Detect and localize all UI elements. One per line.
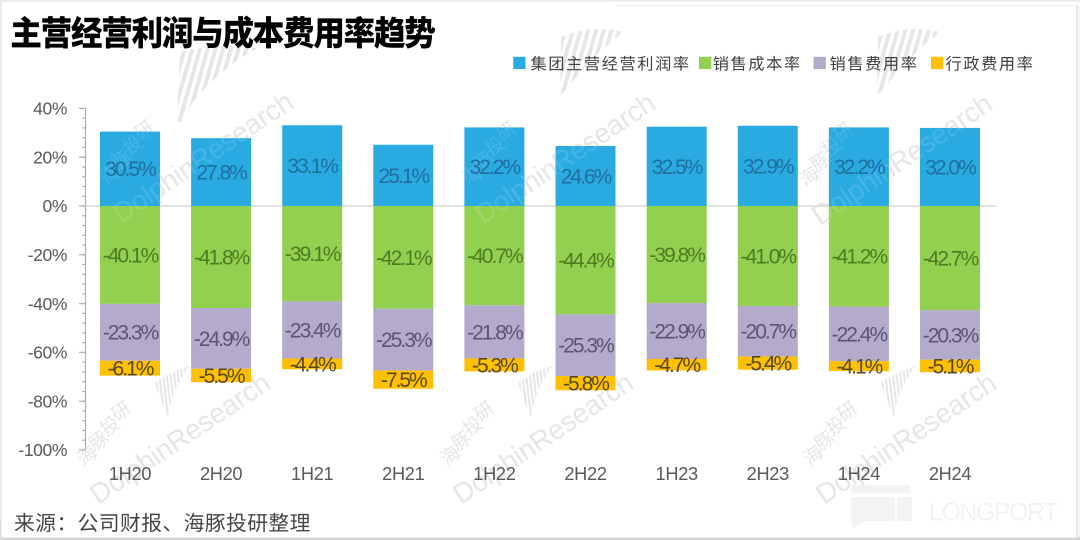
- svg-text:32.5%: 32.5%: [652, 156, 703, 179]
- svg-text:-39.8%: -39.8%: [649, 244, 705, 267]
- svg-text:1H20: 1H20: [109, 464, 151, 484]
- svg-text:-40.1%: -40.1%: [103, 244, 159, 267]
- svg-text:20%: 20%: [33, 147, 67, 167]
- svg-text:-20.3%: -20.3%: [923, 324, 979, 347]
- svg-text:-40%: -40%: [28, 294, 67, 314]
- svg-text:-20%: -20%: [28, 245, 67, 265]
- svg-text:1H23: 1H23: [656, 464, 698, 484]
- svg-text:-25.3%: -25.3%: [558, 335, 614, 358]
- svg-text:-5.3%: -5.3%: [472, 354, 518, 377]
- svg-text:-4.1%: -4.1%: [836, 356, 882, 379]
- svg-text:-5.8%: -5.8%: [563, 373, 609, 396]
- svg-text:2H21: 2H21: [382, 464, 424, 484]
- svg-text:LONGPORT: LONGPORT: [929, 499, 1058, 527]
- svg-text:-24.9%: -24.9%: [194, 328, 250, 351]
- svg-text:-41.8%: -41.8%: [194, 246, 250, 269]
- svg-text:-6.1%: -6.1%: [108, 358, 154, 381]
- svg-text:-20.7%: -20.7%: [741, 321, 797, 344]
- svg-text:2H20: 2H20: [200, 464, 242, 484]
- svg-text:-23.3%: -23.3%: [103, 322, 159, 345]
- svg-text:2H23: 2H23: [747, 464, 789, 484]
- svg-text:0%: 0%: [43, 196, 68, 216]
- svg-text:-25.3%: -25.3%: [376, 329, 432, 352]
- svg-text:2H22: 2H22: [564, 464, 606, 484]
- svg-text:-39.1%: -39.1%: [285, 243, 341, 266]
- svg-text:27.8%: 27.8%: [196, 162, 247, 185]
- svg-text:-60%: -60%: [28, 343, 67, 363]
- svg-text:-41.2%: -41.2%: [832, 246, 888, 269]
- svg-text:1H21: 1H21: [291, 464, 333, 484]
- svg-text:2H24: 2H24: [929, 464, 971, 484]
- svg-text:-41.0%: -41.0%: [741, 245, 797, 268]
- svg-text:-5.1%: -5.1%: [928, 355, 974, 378]
- svg-text:-4.7%: -4.7%: [654, 354, 700, 377]
- svg-text:-42.1%: -42.1%: [376, 247, 432, 270]
- svg-text:32.2%: 32.2%: [470, 156, 521, 179]
- svg-text:1H24: 1H24: [838, 464, 880, 484]
- svg-text:-44.4%: -44.4%: [558, 250, 614, 273]
- svg-text:32.9%: 32.9%: [743, 155, 794, 178]
- svg-text:-22.4%: -22.4%: [832, 323, 888, 346]
- svg-text:-7.5%: -7.5%: [381, 369, 427, 392]
- svg-text:30.5%: 30.5%: [105, 158, 156, 181]
- svg-text:-21.8%: -21.8%: [467, 321, 523, 344]
- svg-text:1H22: 1H22: [473, 464, 515, 484]
- svg-text:24.6%: 24.6%: [561, 165, 612, 188]
- svg-text:-5.5%: -5.5%: [199, 365, 245, 388]
- svg-text:32.0%: 32.0%: [925, 156, 976, 179]
- svg-text:-4.4%: -4.4%: [290, 353, 336, 376]
- svg-text:-23.4%: -23.4%: [285, 319, 341, 342]
- svg-text:33.1%: 33.1%: [287, 155, 338, 178]
- svg-text:40%: 40%: [33, 99, 67, 119]
- svg-text:-80%: -80%: [28, 391, 67, 411]
- svg-text:-22.9%: -22.9%: [649, 320, 705, 343]
- svg-text:-42.7%: -42.7%: [923, 248, 979, 271]
- svg-text:32.2%: 32.2%: [834, 156, 885, 179]
- svg-text:-40.7%: -40.7%: [467, 245, 523, 268]
- svg-text:25.1%: 25.1%: [379, 165, 430, 188]
- svg-text:-5.4%: -5.4%: [745, 353, 791, 376]
- svg-text:-100%: -100%: [18, 440, 67, 460]
